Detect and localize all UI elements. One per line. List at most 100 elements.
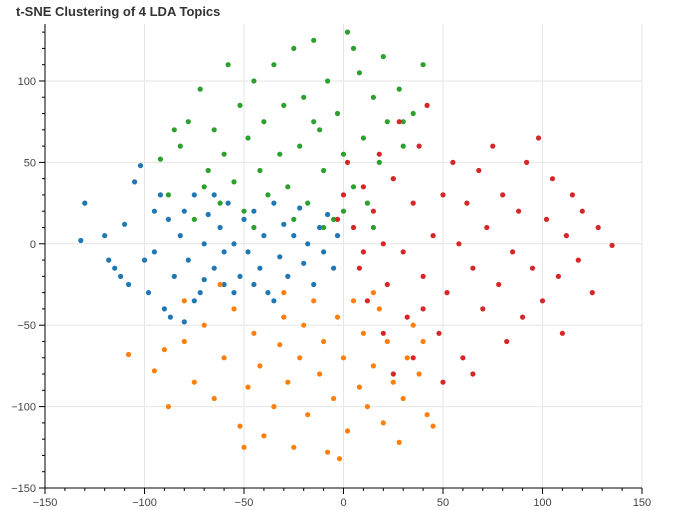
data-point	[201, 277, 207, 283]
data-point	[331, 395, 337, 402]
series-1-points	[126, 281, 436, 462]
data-point	[291, 444, 297, 450]
data-point	[430, 233, 436, 239]
data-point	[241, 208, 247, 214]
data-point	[137, 163, 144, 169]
axes: −150 −100 −50 0 50 100 150 100 50 0 −50 −100 −150	[11, 24, 651, 509]
data-point	[317, 224, 323, 231]
data-point	[504, 338, 510, 345]
data-point	[410, 200, 416, 206]
data-point	[549, 176, 556, 182]
data-point	[165, 404, 171, 410]
data-point	[277, 342, 283, 348]
data-point	[231, 241, 237, 247]
data-point	[132, 179, 138, 185]
y-tick-label: 100	[18, 76, 36, 88]
data-point	[201, 241, 207, 247]
data-point	[211, 127, 217, 133]
data-point	[261, 433, 267, 439]
data-point	[217, 281, 223, 288]
data-point	[281, 221, 287, 227]
data-point	[420, 62, 426, 68]
y-tick-label: −150	[11, 483, 36, 495]
data-point	[151, 249, 157, 255]
x-tick-label: 0	[340, 497, 346, 509]
data-point	[400, 119, 406, 125]
data-point	[543, 216, 550, 222]
data-point	[390, 379, 396, 385]
data-point	[420, 306, 426, 312]
y-tick-label: 50	[24, 157, 36, 169]
data-point	[171, 273, 177, 279]
data-point	[197, 290, 203, 296]
data-point	[334, 233, 341, 239]
data-point	[360, 249, 366, 255]
data-point	[191, 379, 197, 385]
data-point	[595, 224, 601, 231]
data-point	[396, 119, 402, 125]
data-point	[476, 167, 482, 174]
data-point	[205, 211, 211, 218]
data-point	[430, 423, 436, 429]
data-point	[241, 216, 247, 222]
data-point	[237, 273, 243, 279]
data-point	[297, 355, 303, 361]
data-point	[404, 355, 410, 361]
data-point	[237, 102, 243, 108]
data-point	[559, 330, 566, 336]
data-point	[161, 306, 167, 312]
data-point	[271, 298, 277, 304]
data-point	[165, 216, 171, 222]
data-point	[396, 86, 402, 92]
data-point	[112, 265, 118, 271]
data-point	[516, 208, 522, 214]
data-point	[171, 127, 177, 133]
data-point	[340, 151, 347, 157]
data-point	[325, 211, 331, 218]
data-point	[205, 167, 211, 174]
data-point	[380, 330, 386, 336]
y-tick-label: −50	[17, 320, 36, 332]
data-point	[436, 330, 442, 336]
data-point	[490, 143, 496, 149]
data-point	[424, 412, 430, 418]
data-point	[157, 156, 163, 162]
grid-lines	[44, 24, 643, 489]
x-tick-label: 100	[533, 497, 551, 509]
data-point	[420, 338, 426, 345]
data-point	[376, 151, 382, 157]
data-point	[311, 298, 317, 304]
data-point	[102, 233, 108, 239]
data-point	[321, 249, 327, 255]
data-point	[145, 290, 152, 296]
data-point	[334, 314, 341, 320]
data-point	[360, 184, 366, 190]
data-point	[334, 110, 341, 117]
data-point	[376, 306, 382, 312]
series-2-points	[157, 29, 426, 231]
data-point	[181, 338, 187, 345]
data-point	[126, 281, 132, 288]
data-point	[221, 151, 227, 157]
data-point	[281, 102, 287, 108]
data-point	[177, 143, 183, 149]
data-point	[424, 102, 430, 108]
data-point	[271, 62, 277, 68]
data-point	[563, 233, 570, 239]
data-point	[311, 37, 317, 43]
data-point	[317, 127, 323, 133]
data-point	[251, 208, 257, 214]
data-points	[78, 29, 615, 462]
data-point	[291, 216, 297, 222]
data-point	[370, 208, 376, 214]
data-point	[181, 208, 187, 214]
data-point	[370, 290, 376, 296]
data-point	[555, 273, 562, 279]
data-point	[285, 379, 291, 385]
data-point	[305, 412, 311, 418]
data-point	[311, 281, 317, 288]
data-point	[221, 281, 227, 288]
data-point	[245, 384, 251, 390]
data-point	[529, 265, 536, 271]
series-0-points	[78, 163, 341, 325]
